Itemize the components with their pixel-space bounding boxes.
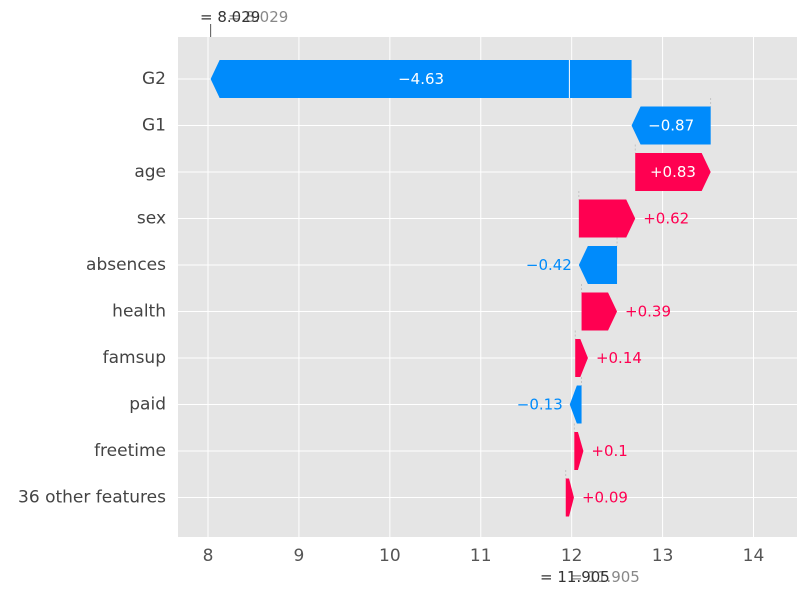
- feature-label: health: [112, 302, 166, 322]
- feature-label: freetime: [94, 441, 166, 461]
- feature-label: famsup: [103, 348, 166, 368]
- value-label: −0.42: [526, 256, 572, 274]
- feature-label: sex: [137, 209, 166, 229]
- feature-label: G1: [142, 116, 166, 136]
- x-tick-label: 8: [203, 546, 214, 566]
- value-label: −4.63: [398, 70, 444, 88]
- feature-label: G2: [142, 69, 166, 89]
- value-label: −0.13: [517, 396, 563, 414]
- x-tick-label: 11: [470, 546, 492, 566]
- x-tick-label: 10: [379, 546, 401, 566]
- feature-label: paid: [129, 395, 166, 415]
- value-label: +0.1: [591, 442, 627, 460]
- x-tick-label: 12: [561, 546, 583, 566]
- value-label: +0.83: [650, 163, 696, 181]
- value-label: +0.09: [582, 489, 628, 507]
- value-label: +0.14: [596, 349, 642, 367]
- x-tick-label: 14: [743, 546, 765, 566]
- feature-label: 36 other features: [18, 488, 166, 508]
- feature-label: absences: [86, 255, 166, 275]
- value-label: −0.87: [648, 117, 694, 135]
- feature-label: age: [134, 162, 166, 182]
- x-tick-label: 13: [652, 546, 674, 566]
- feature-labels: G2 G1 age sex absences health famsup paid freeti…: [18, 69, 166, 508]
- value-label: +0.39: [625, 303, 671, 321]
- bottom-annotation: = 11.905: [540, 568, 610, 586]
- x-tick-labels: 8 9 10 11 12 13 14: [203, 546, 765, 566]
- bar-sex: [579, 200, 635, 238]
- x-tick-label: 9: [294, 546, 305, 566]
- top-annotation: = 8.029: [200, 8, 260, 26]
- value-label: +0.62: [643, 210, 689, 228]
